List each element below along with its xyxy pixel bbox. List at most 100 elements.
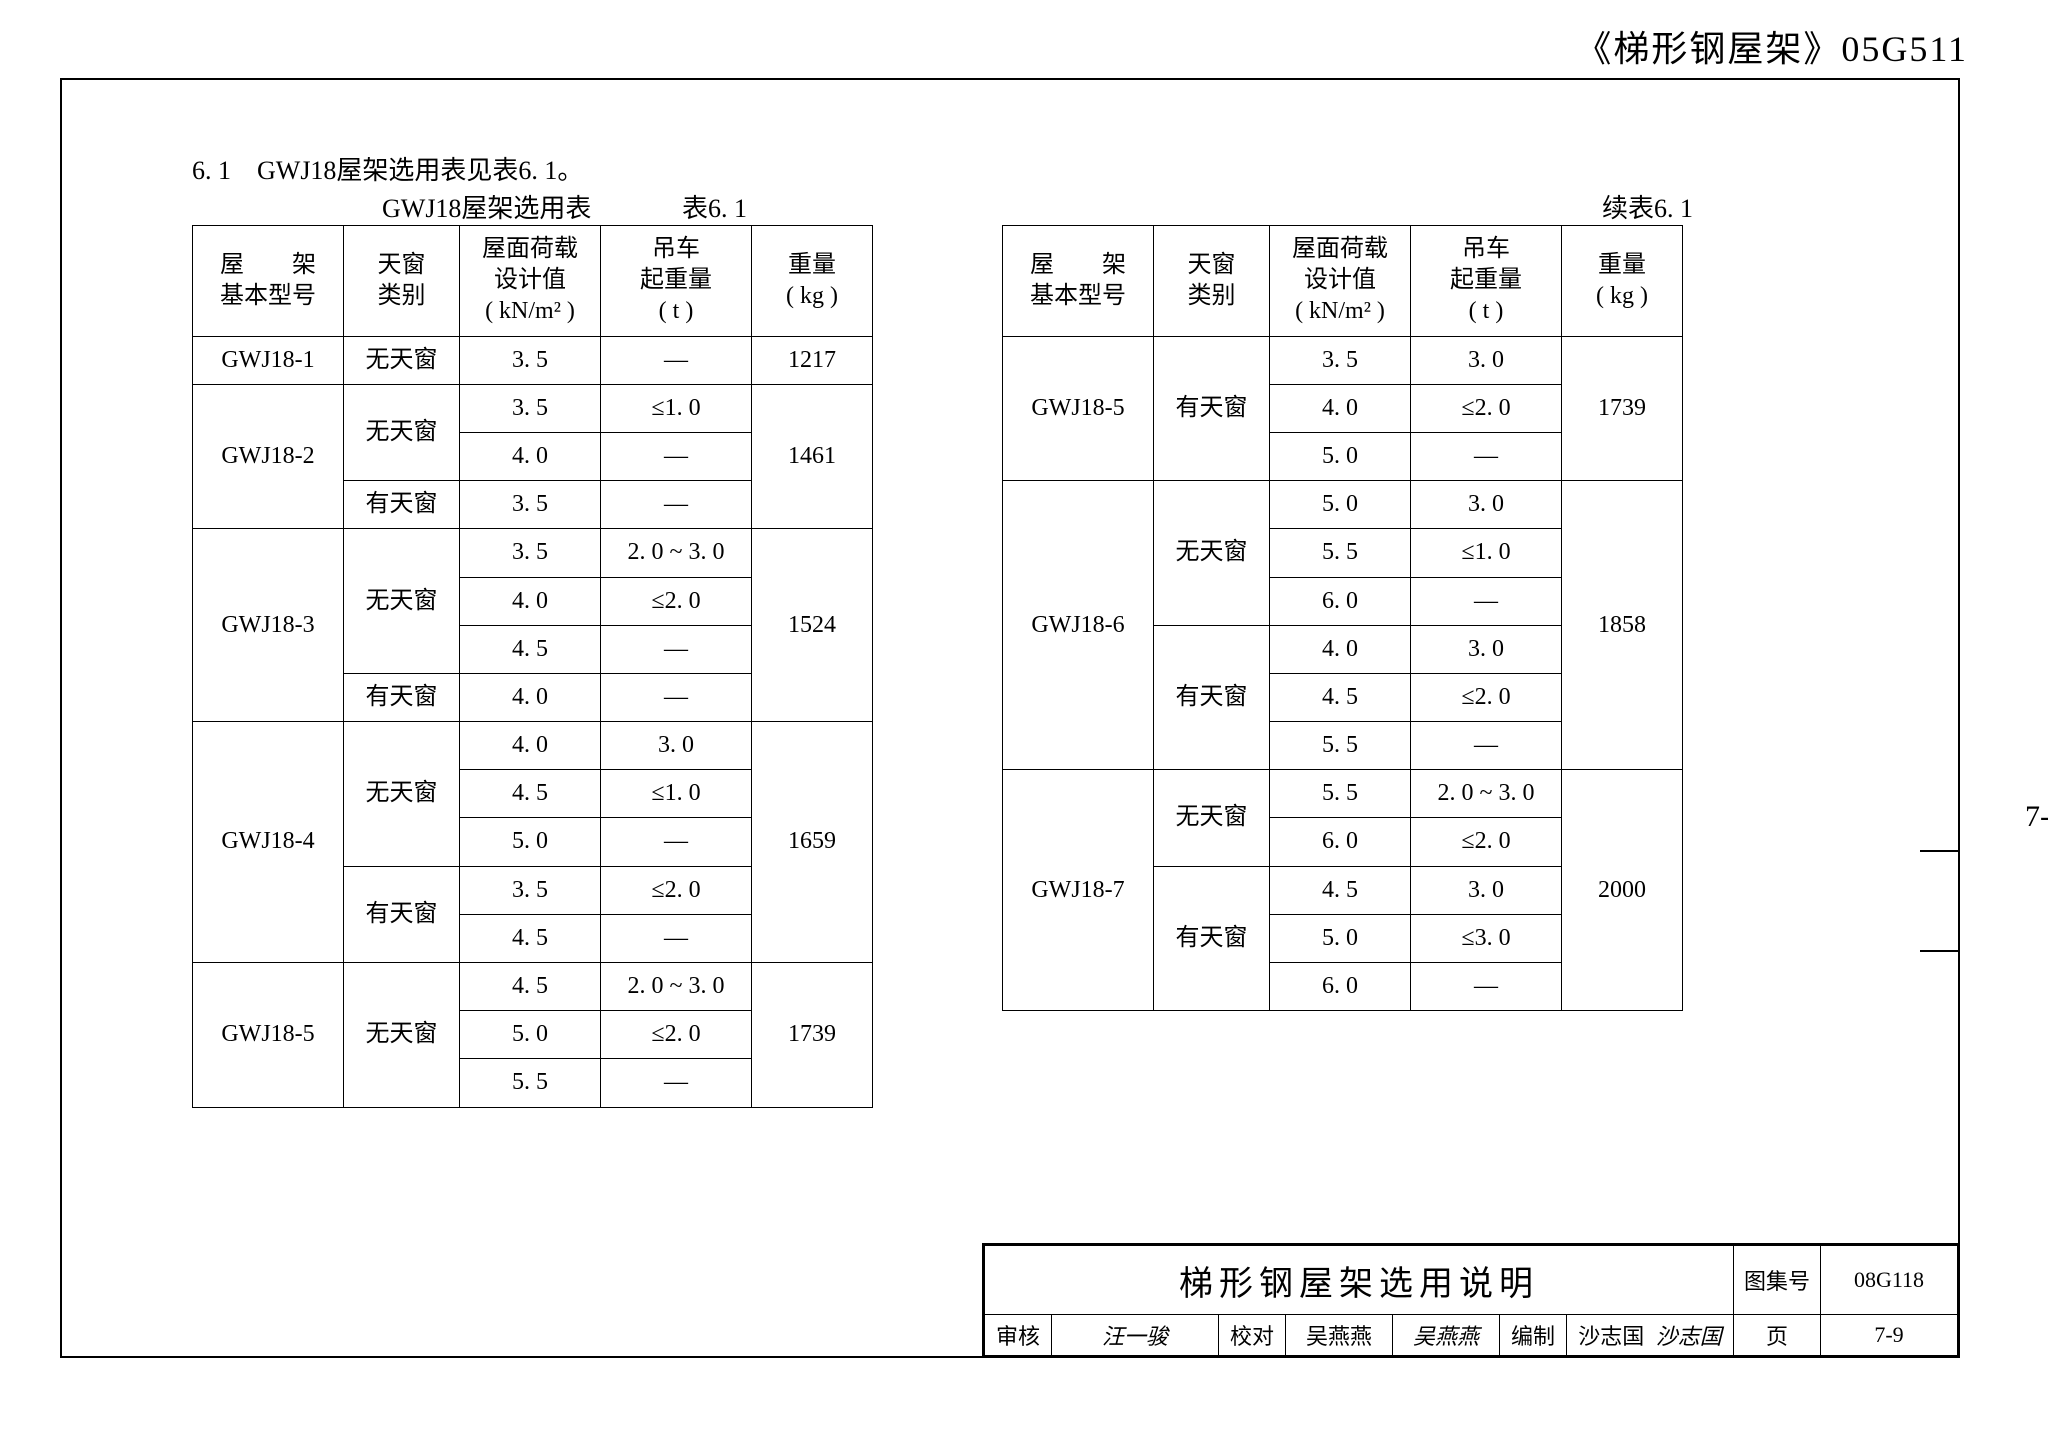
cell-load: 3. 5 (460, 384, 601, 432)
cell-crane: — (601, 432, 752, 480)
cell-load: 5. 0 (1270, 481, 1411, 529)
cell-skylight: 有天窗 (344, 866, 460, 962)
page-label: 页 (1734, 1315, 1821, 1356)
col-header-weight: 重量 ( kg ) (1562, 226, 1683, 337)
cell-model: GWJ18-3 (193, 529, 344, 722)
cell-crane: — (1411, 963, 1562, 1011)
table-row: GWJ18-1无天窗3. 5—1217 (193, 336, 873, 384)
cell-skylight: 无天窗 (1154, 481, 1270, 626)
cell-crane: ≤1. 0 (601, 770, 752, 818)
cell-load: 4. 0 (460, 722, 601, 770)
col-header-crane: 吊车 起重量 ( t ) (601, 226, 752, 337)
cell-crane: ≤2. 0 (1411, 384, 1562, 432)
cell-weight: 1739 (1562, 336, 1683, 481)
cell-skylight: 无天窗 (344, 963, 460, 1108)
cell-load: 4. 5 (460, 963, 601, 1011)
cell-load: 3. 5 (460, 866, 601, 914)
cell-load: 5. 0 (1270, 432, 1411, 480)
table-row: GWJ18-5无天窗4. 52. 0 ~ 3. 01739 (193, 963, 873, 1011)
jiaodui-value: 吴燕燕 (1286, 1315, 1393, 1356)
col-header-crane: 吊车 起重量 ( t ) (1411, 226, 1562, 337)
cell-skylight: 无天窗 (344, 384, 460, 480)
margin-line (1920, 850, 1960, 852)
cell-load: 5. 0 (1270, 914, 1411, 962)
cell-load: 4. 0 (1270, 625, 1411, 673)
table-row: GWJ18-6无天窗5. 03. 01858 (1003, 481, 1683, 529)
cell-load: 6. 0 (1270, 963, 1411, 1011)
cell-crane: 3. 0 (1411, 625, 1562, 673)
col-header-skylight: 天窗 类别 (1154, 226, 1270, 337)
selection-table-left: 屋 架 基本型号 天窗 类别 屋面荷载 设计值 ( kN/m² ) 吊车 起重量… (192, 225, 873, 1108)
cell-skylight: 有天窗 (344, 673, 460, 721)
table-number-left: 表6. 1 (682, 188, 747, 225)
cell-crane: — (601, 481, 752, 529)
cell-crane: ≤2. 0 (601, 866, 752, 914)
cell-model: GWJ18-2 (193, 384, 344, 529)
cell-load: 5. 5 (1270, 529, 1411, 577)
cell-load: 4. 0 (460, 577, 601, 625)
cell-load: 4. 5 (1270, 866, 1411, 914)
cell-model: GWJ18-1 (193, 336, 344, 384)
cell-load: 3. 5 (1270, 336, 1411, 384)
jiaodui-label: 校对 (1219, 1315, 1286, 1356)
col-header-skylight: 天窗 类别 (344, 226, 460, 337)
document-title: 《梯形钢屋架》05G511 (1575, 20, 1968, 72)
cell-crane: ≤2. 0 (1411, 673, 1562, 721)
col-header-model: 屋 架 基本型号 (193, 226, 344, 337)
cell-crane: ≤1. 0 (1411, 529, 1562, 577)
cell-crane: 3. 0 (1411, 336, 1562, 384)
cell-load: 3. 5 (460, 529, 601, 577)
cell-load: 4. 5 (460, 770, 601, 818)
margin-line (1920, 950, 1960, 952)
shenhe-label: 审核 (985, 1315, 1052, 1356)
cell-skylight: 无天窗 (344, 336, 460, 384)
cell-weight: 1217 (752, 336, 873, 384)
cell-model: GWJ18-7 (1003, 770, 1154, 1011)
drawing-title: 梯形钢屋架选用说明 (985, 1246, 1734, 1315)
col-header-model: 屋 架 基本型号 (1003, 226, 1154, 337)
cell-weight: 1858 (1562, 481, 1683, 770)
table-row: GWJ18-3无天窗3. 52. 0 ~ 3. 01524 (193, 529, 873, 577)
cell-load: 4. 0 (1270, 384, 1411, 432)
cell-crane: ≤2. 0 (1411, 818, 1562, 866)
cell-load: 5. 5 (460, 1059, 601, 1107)
cell-crane: 2. 0 ~ 3. 0 (601, 529, 752, 577)
cell-skylight: 有天窗 (1154, 336, 1270, 481)
bianzhi-value: 沙志国 沙志国 (1567, 1315, 1734, 1356)
cell-load: 5. 0 (460, 1011, 601, 1059)
cell-load: 4. 0 (460, 432, 601, 480)
cell-load: 5. 5 (1270, 770, 1411, 818)
cell-crane: 3. 0 (1411, 866, 1562, 914)
cell-crane: — (601, 625, 752, 673)
cell-load: 6. 0 (1270, 818, 1411, 866)
tujihao-value: 08G118 (1821, 1246, 1958, 1315)
cell-crane: — (601, 336, 752, 384)
cell-crane: — (601, 818, 752, 866)
cell-crane: ≤2. 0 (601, 577, 752, 625)
cell-skylight: 有天窗 (344, 481, 460, 529)
cell-crane: — (1411, 577, 1562, 625)
cell-crane: 3. 0 (601, 722, 752, 770)
cell-skylight: 无天窗 (344, 722, 460, 867)
cell-crane: — (1411, 722, 1562, 770)
cell-crane: 2. 0 ~ 3. 0 (601, 963, 752, 1011)
table-row: GWJ18-4无天窗4. 03. 01659 (193, 722, 873, 770)
cell-crane: — (601, 673, 752, 721)
col-header-load: 屋面荷载 设计值 ( kN/m² ) (1270, 226, 1411, 337)
cell-load: 6. 0 (1270, 577, 1411, 625)
cell-load: 4. 5 (460, 914, 601, 962)
cell-skylight: 有天窗 (1154, 866, 1270, 1011)
cell-skylight: 无天窗 (1154, 770, 1270, 866)
cell-load: 5. 0 (460, 818, 601, 866)
cell-crane: 2. 0 ~ 3. 0 (1411, 770, 1562, 818)
cell-crane: — (601, 1059, 752, 1107)
cell-crane: ≤1. 0 (601, 384, 752, 432)
cell-load: 3. 5 (460, 481, 601, 529)
cell-weight: 1524 (752, 529, 873, 722)
cell-load: 4. 5 (1270, 673, 1411, 721)
cell-crane: — (601, 914, 752, 962)
cell-load: 3. 5 (460, 336, 601, 384)
cell-load: 5. 5 (1270, 722, 1411, 770)
cell-crane: ≤3. 0 (1411, 914, 1562, 962)
cell-model: GWJ18-5 (1003, 336, 1154, 481)
